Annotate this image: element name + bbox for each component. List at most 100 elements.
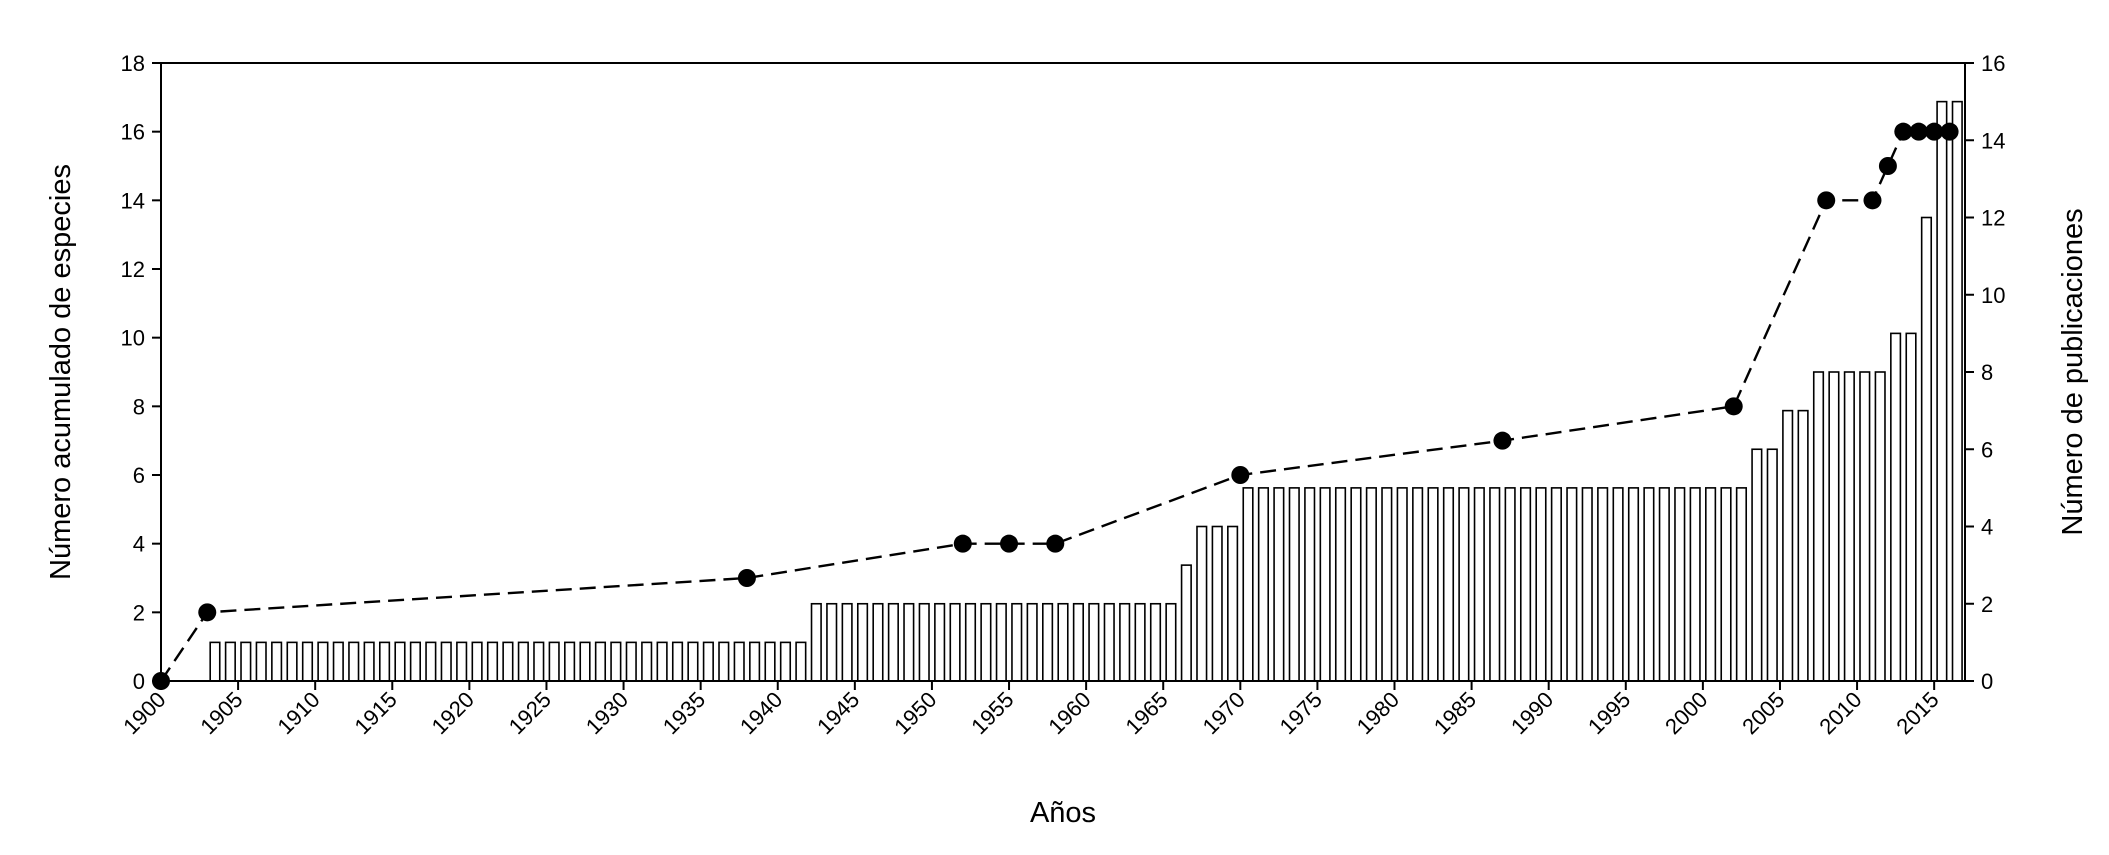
bar-1959 (1072, 602, 1085, 682)
bar-1929 (610, 641, 622, 682)
bar-1953 (980, 602, 992, 682)
bar-1957 (1042, 602, 1054, 682)
x-tick-label: 2015 (1891, 687, 1943, 739)
bar-2015 (1936, 100, 1948, 682)
x-tick-label: 1985 (1429, 687, 1481, 739)
bar-1962 (1119, 602, 1131, 682)
bar-1956 (1026, 602, 1038, 682)
point-1958 (1046, 534, 1065, 553)
bar-1974 (1304, 487, 1316, 682)
x-tick-label: 2005 (1737, 687, 1789, 739)
bar-1958 (1057, 602, 1069, 682)
point-2012 (1878, 157, 1897, 175)
y-axis-left-title: Número acumulado de especies (45, 164, 77, 580)
bar-1990 (1550, 487, 1562, 682)
bar-1968 (1211, 525, 1223, 682)
bar-1943 (826, 602, 838, 682)
y-left-tick-label: 14 (121, 188, 145, 213)
bar-2014 (1920, 216, 1933, 682)
y-left-tick-label: 6 (133, 463, 145, 488)
bar-1913 (363, 641, 375, 682)
point-2014 (1909, 122, 1928, 141)
bar-1911 (332, 641, 344, 682)
bar-1965 (1165, 602, 1177, 682)
bar-1993 (1597, 487, 1609, 682)
x-tick-label: 1950 (889, 687, 941, 739)
bar-1955 (1011, 602, 1023, 682)
bar-1949 (918, 602, 930, 682)
bar-1972 (1273, 487, 1285, 682)
bar-1970 (1242, 487, 1254, 682)
bar-1921 (486, 641, 499, 682)
bar-1976 (1334, 487, 1347, 682)
bar-1910 (317, 641, 329, 682)
y-right-tick-label: 6 (1981, 437, 1993, 462)
point-1970 (1231, 466, 1250, 484)
bar-1971 (1257, 487, 1270, 682)
bar-1931 (641, 641, 653, 682)
bar-1940 (779, 641, 792, 682)
bar-1923 (517, 641, 529, 682)
bar-2011 (1874, 371, 1886, 682)
y-right-tick-label: 4 (1981, 515, 1993, 540)
bar-1945 (856, 602, 869, 682)
x-tick-label: 1970 (1198, 687, 1250, 739)
bar-1998 (1674, 487, 1686, 682)
bar-1946 (872, 602, 884, 682)
bar-2016 (1951, 100, 1963, 682)
bar-2006 (1797, 409, 1809, 682)
x-tick-label: 1910 (272, 687, 324, 739)
point-2002 (1724, 397, 1743, 416)
bar-1934 (687, 641, 699, 682)
x-tick-label: 1965 (1120, 687, 1172, 739)
bar-1967 (1196, 525, 1208, 682)
bar-1928 (594, 641, 607, 682)
y-left-tick-label: 2 (133, 600, 145, 625)
point-2011 (1863, 191, 1882, 210)
x-axis-title: Años (1030, 797, 1096, 829)
bar-2013 (1905, 332, 1917, 682)
bar-1961 (1103, 602, 1115, 682)
bar-1981 (1412, 487, 1424, 682)
y-right-tick-label: 10 (1981, 283, 2005, 308)
bar-1966 (1180, 564, 1192, 682)
bar-2005 (1782, 409, 1794, 682)
bar-1964 (1149, 602, 1162, 682)
x-tick-label: 1905 (195, 687, 247, 739)
bar-2012 (1890, 332, 1902, 682)
x-tick-label: 1925 (504, 687, 556, 739)
bar-1994 (1612, 487, 1624, 682)
y-axis-right-title: Número de publicaciones (2057, 208, 2089, 535)
x-tick-label: 1935 (658, 687, 710, 739)
bar-1982 (1427, 487, 1439, 682)
bar-1915 (394, 641, 406, 682)
x-tick-label: 1915 (350, 687, 402, 739)
bar-1920 (471, 641, 483, 682)
point-1903 (198, 603, 217, 622)
bar-1988 (1519, 487, 1532, 682)
y-left-tick-label: 16 (121, 120, 145, 145)
bar-1951 (949, 602, 961, 682)
bar-1914 (378, 641, 391, 682)
bar-1987 (1504, 487, 1516, 682)
bar-1975 (1319, 487, 1331, 682)
line-series (152, 122, 1959, 690)
y-left-tick-label: 4 (133, 532, 145, 557)
bar-1933 (671, 641, 684, 682)
bar-1999 (1689, 487, 1701, 682)
bar-1960 (1088, 602, 1100, 682)
bar-1936 (718, 641, 730, 682)
x-tick-label: 1990 (1506, 687, 1558, 739)
bar-1950 (934, 602, 946, 682)
bar-2009 (1843, 371, 1855, 682)
bar-1909 (301, 641, 314, 682)
bar-1986 (1489, 487, 1501, 682)
bar-1903 (209, 641, 221, 682)
bar-1952 (964, 602, 977, 682)
point-2016 (1940, 122, 1959, 141)
bar-1954 (995, 602, 1007, 682)
y-right-tick-label: 2 (1981, 592, 1993, 617)
y-left-tick-label: 8 (133, 394, 145, 419)
y-right-tick-label: 8 (1981, 360, 1993, 385)
